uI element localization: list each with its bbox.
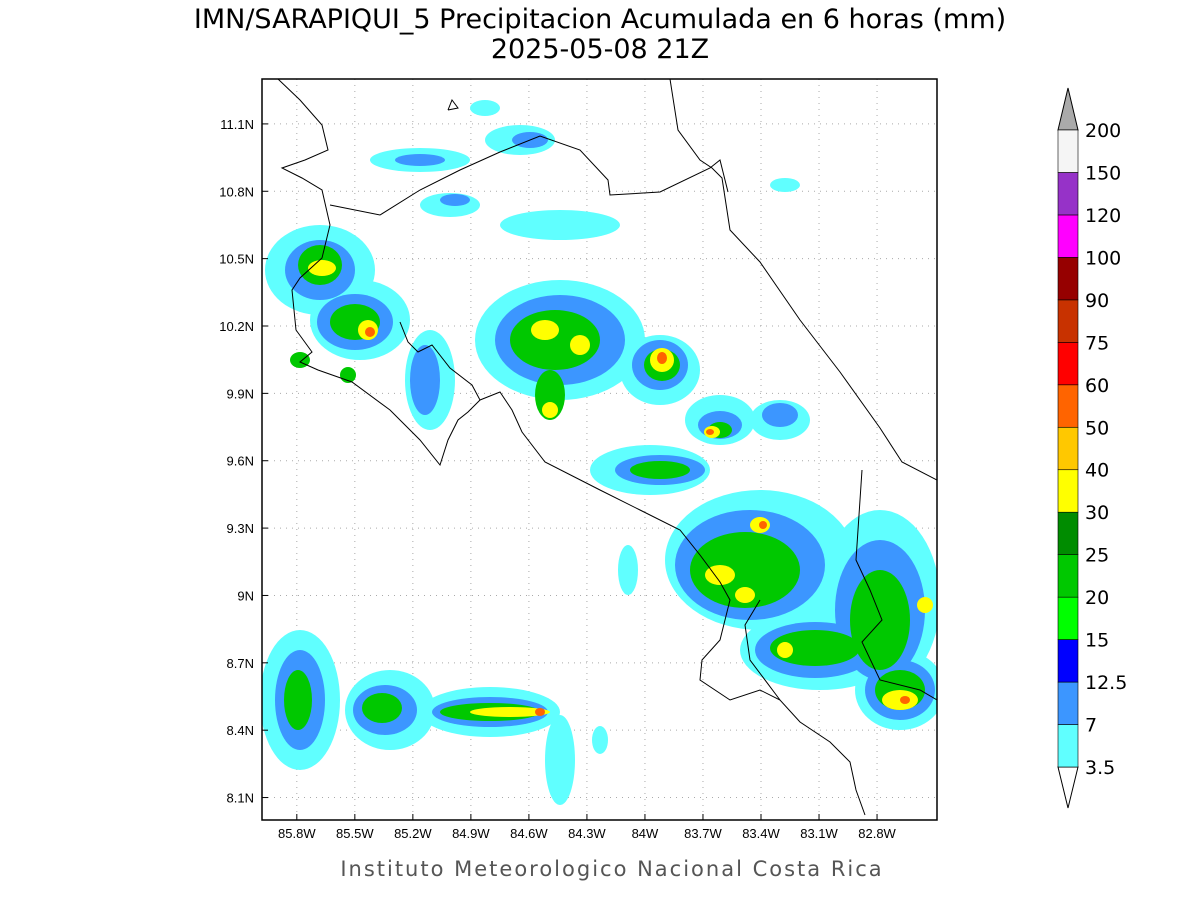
colorbar-box [1057,172,1079,216]
x-tick-label: 83.7W [684,826,722,841]
colorbar-label: 40 [1085,460,1109,482]
colorbar-box [1057,639,1079,683]
colorbar-over [1057,87,1079,131]
x-tick-label: 83.4W [742,826,780,841]
x-tick-label: 85.2W [394,826,432,841]
colorbar-box [1057,596,1079,640]
subtitle: 2025-05-08 21Z [491,34,709,65]
y-tick-label: 9N [237,588,254,603]
colorbar-box [1057,681,1079,725]
y-tick-label: 8.4N [227,723,254,738]
colorbar-box [1057,299,1079,343]
colorbar-box [1057,469,1079,513]
colorbar-label: 7 [1085,715,1097,737]
x-tick-label: 84W [632,826,659,841]
colorbar-label: 100 [1085,247,1121,269]
colorbar-label: 30 [1085,502,1109,524]
colorbar-label: 12.5 [1085,672,1127,694]
coastlines [277,79,937,816]
colorbar-label: 15 [1085,630,1109,652]
title: IMN/SARAPIQUI_5 Precipitacion Acumulada … [194,4,1006,35]
colorbar-box [1057,129,1079,173]
colorbar-box [1057,426,1079,471]
colorbar-label: 20 [1085,587,1109,609]
x-tick-label: 83.1W [800,826,838,841]
axis-labels: 85.8W 85.5W 85.2W 84.9W 84.6W 84.3W 84W 83.7W 83… [219,117,896,841]
colorbar: 3.5 7 12.5 15 20 25 30 40 50 60 75 90 100 120 150 200 [1057,87,1127,809]
colorbar-box [1057,342,1079,386]
colorbar-label: 50 [1085,417,1109,439]
y-tick-label: 8.1N [227,791,254,806]
y-tick-label: 8.7N [227,656,254,671]
y-tick-label: 9.6N [227,454,254,469]
colorbar-label: 75 [1085,332,1109,354]
colorbar-label: 3.5 [1085,757,1115,779]
x-tick-label: 84.6W [510,826,548,841]
colorbar-box [1057,554,1079,598]
x-tick-label: 85.8W [278,826,316,841]
y-tick-label: 10.8N [219,184,254,199]
x-tick-label: 84.3W [568,826,606,841]
precipitation-field [262,100,937,805]
colorbar-label: 90 [1085,290,1109,312]
colorbar-box [1057,384,1079,428]
colorbar-box [1057,724,1079,768]
y-tick-label: 10.2N [219,319,254,334]
colorbar-label: 25 [1085,545,1109,567]
colorbar-label: 200 [1085,120,1121,142]
x-tick-label: 85.5W [336,826,374,841]
y-tick-label: 9.9N [227,386,254,401]
map-frame [261,78,938,821]
colorbar-box [1057,257,1079,301]
colorbar-label: 60 [1085,375,1109,397]
colorbar-box [1057,214,1079,258]
colorbar-box [1057,511,1079,555]
x-tick-label: 84.9W [452,826,490,841]
colorbar-label: 150 [1085,162,1121,184]
colorbar-label: 120 [1085,205,1121,227]
colorbar-under [1057,766,1079,809]
map-area [262,79,937,820]
y-tick-label: 9.3N [227,521,254,536]
footer: Instituto Meteorologico Nacional Costa R… [340,857,883,881]
y-tick-label: 10.5N [219,252,254,267]
y-tick-label: 11.1N [220,117,254,132]
x-tick-label: 82.8W [858,826,896,841]
